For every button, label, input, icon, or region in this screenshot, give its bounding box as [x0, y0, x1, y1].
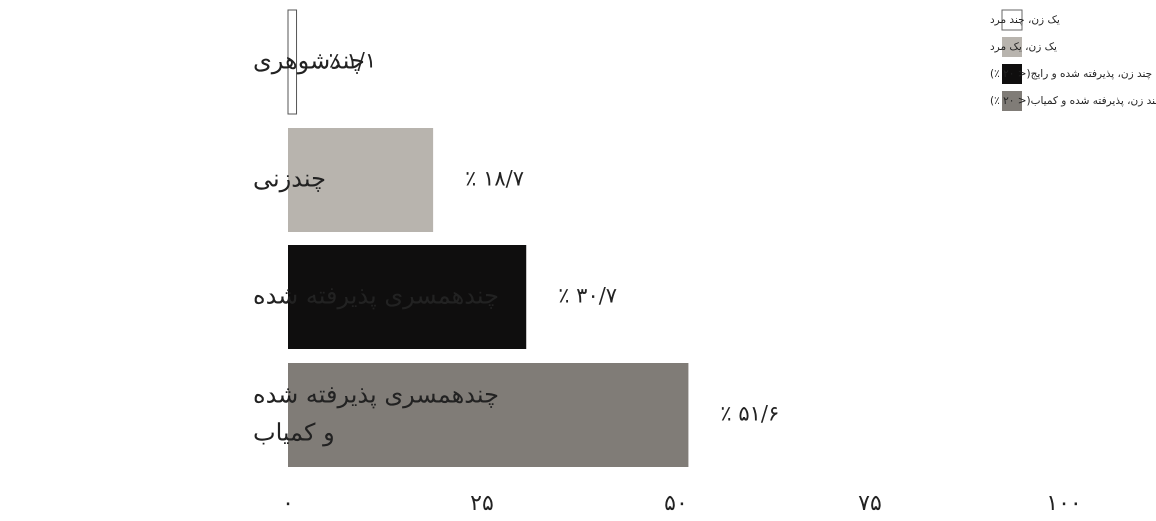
value-label-1: ٪ ۱/۱: [329, 49, 377, 73]
legend-label-2: یک زن، یک مرد: [990, 41, 1057, 53]
x-tick-label-75: ۷۵: [858, 491, 882, 516]
value-labels-group: ٪ ۱/۱ ٪ ۱۸/۷ ٪ ۳۰/۷ ٪ ۵۱/۶: [329, 49, 780, 426]
legend: یک زن، چند مرد یک زن، یک مرد یک مرد، چند ز…: [990, 9, 1156, 111]
bars-group: [287, 9, 689, 467]
value-label-4: ٪ ۵۱/۶: [720, 402, 779, 426]
legend-label-3: یک مرد، چند زن، پذیرفته شده و رایج(< ۲۰ …: [990, 68, 1156, 80]
legend-swatch-2: [1002, 37, 1022, 57]
bar-3: [288, 245, 527, 349]
category-label-3: چندهمسری پذیرفته شده: [253, 282, 499, 310]
bar-4: [288, 363, 689, 467]
x-tick-label-0: ۰: [282, 491, 294, 516]
x-tick-label-25: ۲۵: [470, 491, 494, 516]
value-label-3: ٪ ۳۰/۷: [558, 284, 617, 308]
x-tick-label-100: ۱۰۰: [1046, 491, 1081, 516]
legend-swatch-1: [1001, 9, 1023, 31]
value-label-2: ٪ ۱۸/۷: [465, 167, 524, 191]
category-label-2: چندزنی: [253, 165, 326, 193]
legend-label-1: یک زن، چند مرد: [990, 14, 1060, 26]
legend-swatch-3: [1002, 64, 1022, 84]
x-tick-label-50: ۵۰: [664, 491, 688, 516]
legend-label-4: یک مرد، چند زن، پذیرفته شده و کمیاب(< ۲۰…: [990, 95, 1156, 107]
category-label-4-line-1: چندهمسری پذیرفته شده: [253, 381, 499, 409]
legend-swatch-4: [1002, 91, 1022, 111]
category-label-4-line-2: و کمیاب: [253, 419, 335, 447]
x-axis-ticks-group: ۰ ۲۵ ۵۰ ۷۵ ۱۰۰: [282, 491, 1082, 516]
bar-1: [287, 9, 298, 115]
category-labels-group: چندشوهری چندزنی چندهمسری پذیرفته شده چندهمس…: [253, 47, 499, 447]
category-label-1: چندشوهری: [253, 47, 365, 75]
bar-2: [288, 128, 434, 232]
